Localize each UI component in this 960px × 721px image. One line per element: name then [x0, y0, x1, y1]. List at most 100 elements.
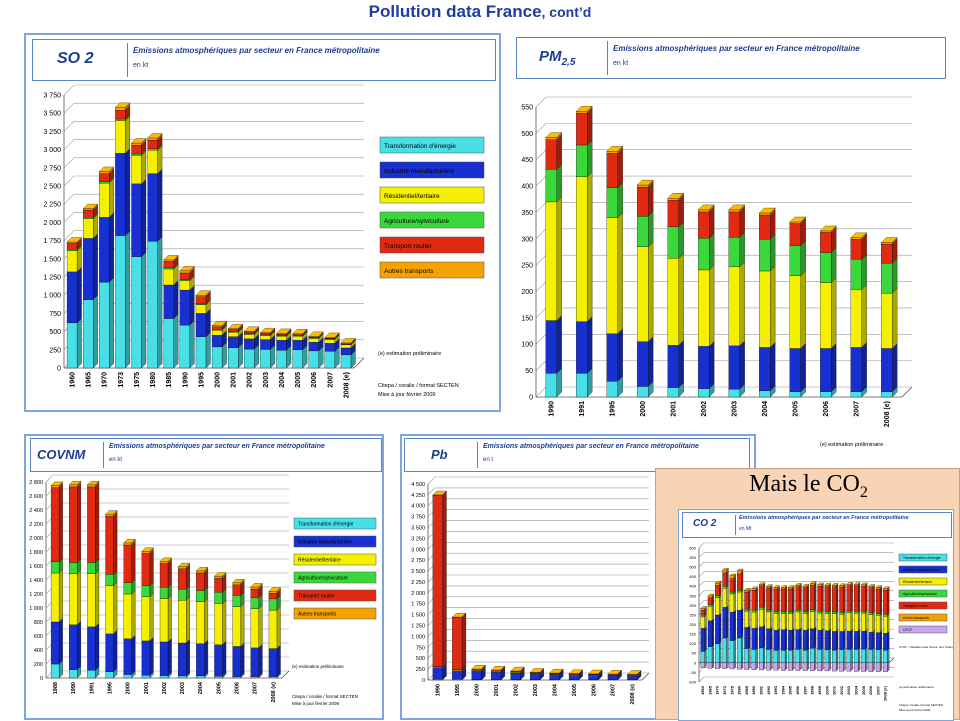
so2-bar-segment [293, 336, 303, 340]
co2-bar-segment [883, 663, 887, 672]
covnm-bar-side [150, 637, 154, 675]
pb-x-tick-label: 2004 [552, 683, 558, 696]
so2-bar-segment [260, 349, 270, 368]
co2-bar-side [741, 608, 743, 638]
co2-bar-segment [810, 648, 814, 663]
pb-bar-segment [550, 675, 560, 680]
pm25-bar-side [587, 317, 592, 374]
co2-bar-side [880, 614, 882, 633]
so2-bar-side [158, 237, 162, 368]
so2-bar-segment [164, 285, 174, 318]
covnm-bar-side [241, 603, 245, 646]
pb-y-tick-label: 3 250 [411, 536, 425, 542]
pm25-bar-side [801, 344, 806, 392]
pm25-bar-segment [546, 321, 557, 374]
so2-bar-segment [196, 295, 206, 296]
covnm-bar-segment [269, 591, 277, 593]
pm25-bar-side [709, 341, 714, 388]
pb-y-tick-label: 3 500 [411, 525, 425, 531]
covnm-bar-segment [251, 677, 259, 678]
covnm-bar-side [95, 623, 99, 670]
covnm-bar-segment [196, 602, 204, 644]
page-title: Pollution data France, cont’d [0, 2, 960, 22]
pm25-bar-segment [546, 138, 557, 140]
pb-y-tick-label: 4 250 [411, 493, 425, 499]
so2-legend-label: Transport routier [384, 243, 433, 250]
co2-bar-side [778, 661, 780, 670]
pm25-bar-segment [851, 238, 862, 240]
so2-bar-segment [244, 349, 254, 368]
covnm-bar-segment [178, 569, 186, 589]
pm25-bar-segment [851, 392, 862, 397]
co2-bar-segment [708, 621, 712, 647]
so2-bar-segment [115, 119, 125, 120]
covnm-source-note: Citepa / coralie / format SECTEN [292, 694, 358, 699]
co2-bar-side [712, 619, 714, 647]
covnm-bar-segment [196, 571, 204, 573]
pb-y-tick-label: 1 500 [411, 613, 425, 619]
so2-legend-label: Autres transports [384, 268, 434, 275]
so2-bar-segment [132, 145, 142, 154]
co2-y-tick-label: 250 [689, 612, 696, 617]
co2-bar-segment [737, 571, 741, 574]
co2-bar-segment [876, 589, 880, 614]
co2-bar-segment [708, 647, 712, 663]
covnm-bar-side [95, 570, 99, 627]
so2-bar-segment [277, 336, 287, 340]
covnm-bar-side [77, 570, 81, 625]
co2-bar-side [844, 585, 846, 612]
pm25-bar-segment [729, 210, 740, 212]
so2-bar-segment [325, 343, 335, 351]
co2-x-tick-label: 1960 [700, 685, 705, 695]
covnm-x-tick-label: 2007 [253, 682, 259, 694]
so2-bar-side [190, 321, 194, 368]
co2-y-tick-label: 50 [692, 651, 697, 656]
pm25-bar-segment [668, 258, 679, 345]
pm25-bar-segment [759, 271, 770, 347]
so2-bar-segment [260, 340, 270, 350]
pb-x-tick-label: 1995 [455, 684, 461, 696]
so2-bar-segment [115, 120, 125, 153]
pm25-bar-side [648, 182, 653, 216]
covnm-bar-segment [251, 648, 259, 677]
pm25-bar-segment [637, 247, 648, 342]
pm25-bar-segment [546, 202, 557, 321]
covnm-x-tick-label: 1990 [71, 682, 77, 694]
covnm-bar-segment [233, 677, 241, 678]
so2-bar-segment [148, 149, 158, 150]
co2-bar-side [770, 661, 772, 670]
covnm-bar-segment [233, 583, 241, 585]
co2-x-tick-label: 2006 [868, 685, 873, 695]
so2-bar-side [174, 314, 178, 368]
co2-x-tick-label: 2002 [839, 685, 844, 695]
pm25-bar-side [801, 241, 806, 276]
pb-bar-segment [608, 676, 618, 680]
so2-bar-segment [83, 209, 93, 210]
pm25-bar-side [557, 135, 562, 169]
covnm-bar-segment [142, 597, 150, 641]
covnm-bar-segment [233, 647, 241, 677]
co2-bar-segment [752, 663, 756, 670]
pm25-bar-side [740, 262, 745, 346]
covnm-bar-side [168, 560, 172, 587]
pm25-x-tick-label: 2006 [823, 401, 830, 417]
covnm-bar-segment [106, 514, 114, 516]
co2-bar-segment [701, 628, 705, 651]
co2-bar-segment [861, 631, 865, 649]
pm25-bar-segment [546, 169, 557, 202]
covnm-legend-label: Agriculture/sylviculture [298, 575, 348, 581]
co2-bar-side [792, 661, 794, 670]
covnm-bar-segment [124, 543, 132, 545]
pm25-bar-side [648, 337, 653, 387]
covnm-bar-segment [106, 672, 114, 678]
co2-bar-segment [781, 587, 785, 589]
co2-bar-side [705, 627, 707, 652]
co2-bar-side [865, 629, 867, 649]
co2-bar-segment [818, 585, 822, 587]
co2-legend-label: UTCF [903, 628, 912, 632]
pm25-y-tick-label: 450 [521, 157, 533, 164]
co2-bar-side [770, 648, 772, 663]
pm25-bar-side [587, 108, 592, 145]
covnm-bar-segment [178, 589, 186, 600]
covnm-x-tick-label: 2005 [216, 682, 222, 694]
